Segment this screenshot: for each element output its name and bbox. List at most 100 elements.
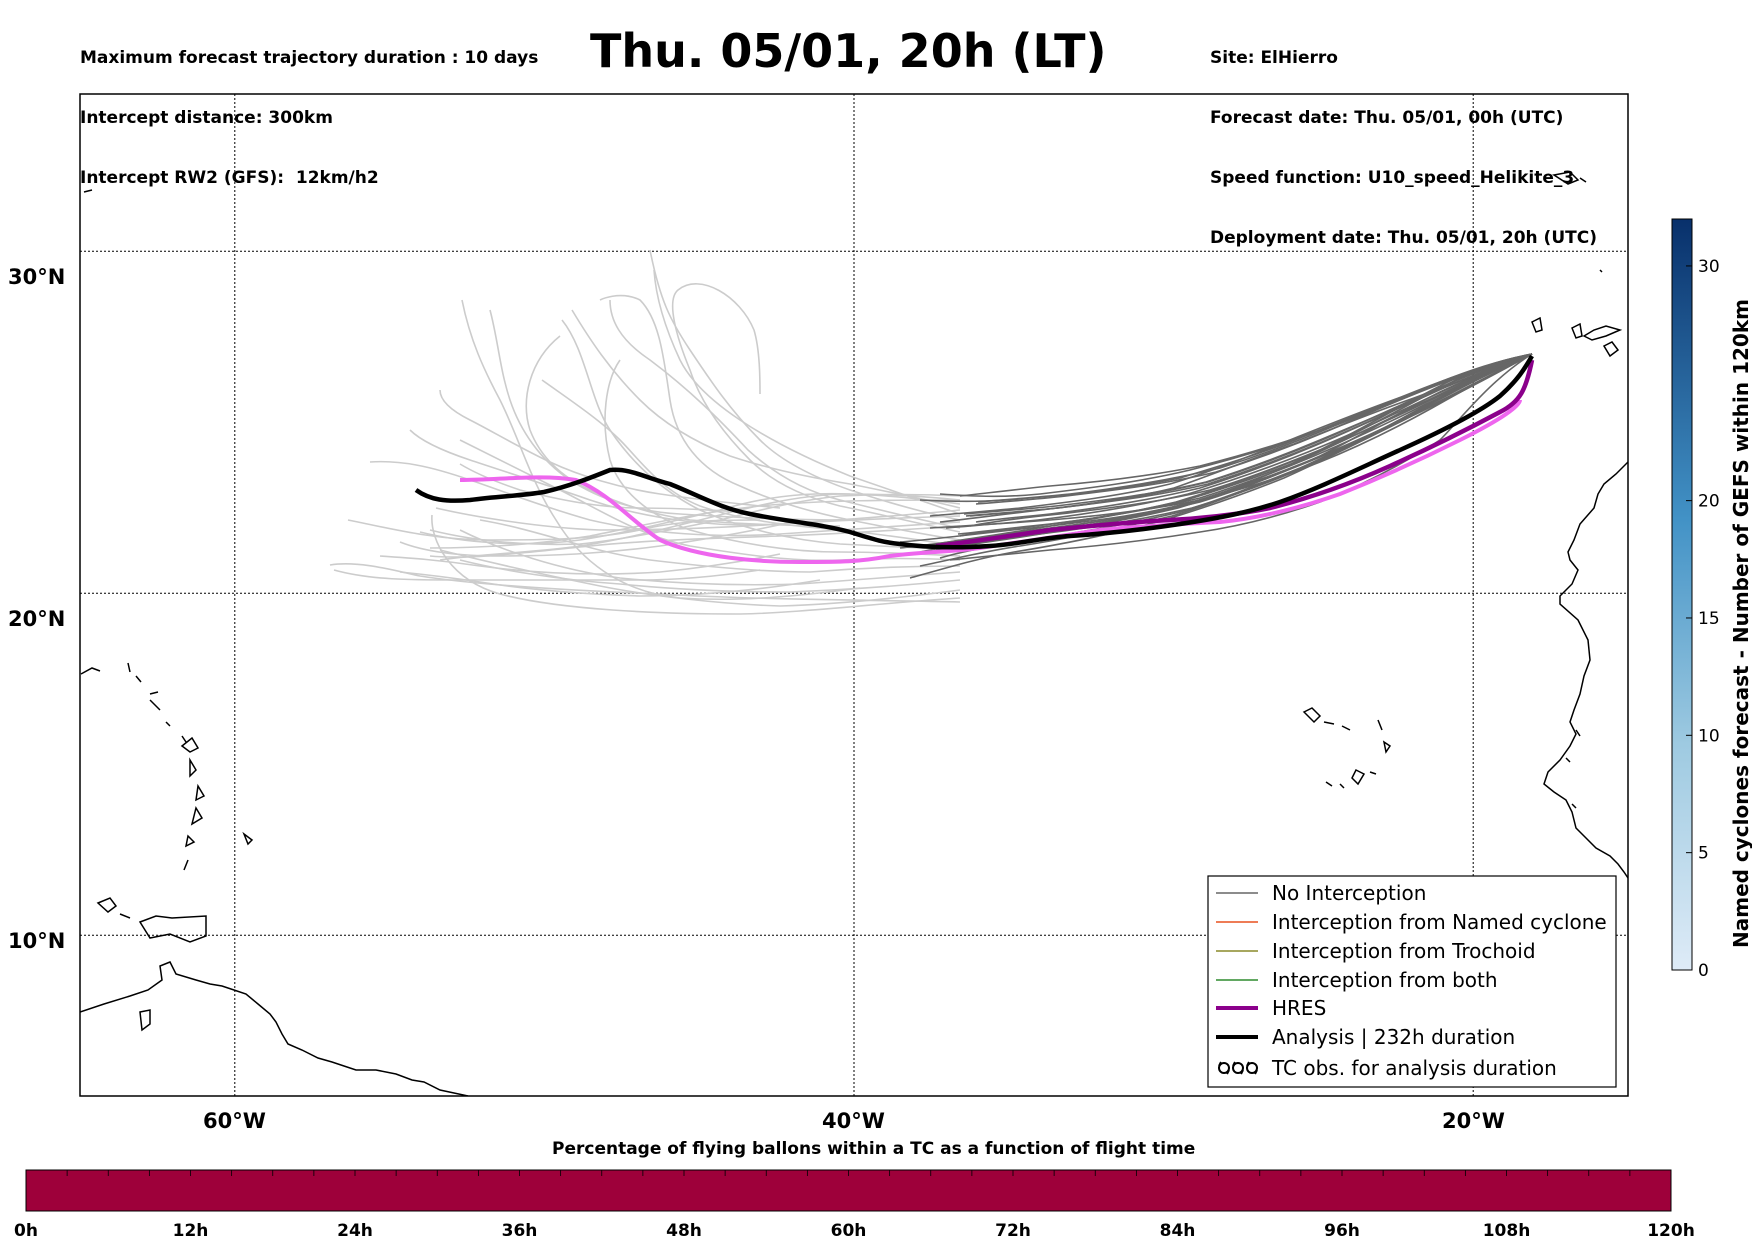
header-left: Maximum forecast trajectory duration : 1… bbox=[80, 8, 538, 208]
coastlines bbox=[80, 171, 1628, 1096]
colorbar-title: Named cyclones forecast - Number of GEFS… bbox=[1729, 299, 1752, 948]
colorbar-tick-label: 30 bbox=[1698, 257, 1720, 277]
track-dark-24 bbox=[977, 353, 1533, 503]
track-light-4 bbox=[459, 559, 961, 593]
percentage-bar-tick-label: 12h bbox=[173, 1221, 209, 1241]
track-dark-5 bbox=[919, 353, 1533, 567]
analysis-track bbox=[414, 354, 1534, 550]
coastline-madeira bbox=[1552, 171, 1587, 185]
colorbar-tick-label: 20 bbox=[1698, 492, 1720, 512]
header-right: Site: ElHierro Forecast date: Thu. 05/01… bbox=[1210, 8, 1597, 268]
lat-label-10n: 10°N bbox=[8, 929, 65, 953]
track-dark-12 bbox=[929, 353, 1533, 529]
track-light-33 bbox=[333, 569, 761, 581]
coastline-south-america bbox=[80, 961, 469, 1096]
percentage-bar-tick-label: 60h bbox=[831, 1221, 867, 1241]
legend-label-trochoid: Interception from Trochoid bbox=[1272, 939, 1536, 963]
track-dark-15 bbox=[949, 353, 1533, 561]
track-light-24 bbox=[429, 525, 961, 558]
percentage-bar-title: Percentage of flying ballons within a TC… bbox=[552, 1139, 1195, 1159]
track-light-16 bbox=[571, 309, 961, 509]
colorbar: 0 5 10 15 20 30 Named cyclones forecast - Num… bbox=[1671, 218, 1752, 981]
track-light-29 bbox=[461, 299, 861, 601]
percentage-bar-tick-label: 72h bbox=[995, 1221, 1031, 1241]
track-light-14 bbox=[649, 249, 961, 521]
track-light-34 bbox=[399, 571, 821, 597]
track-light-20 bbox=[429, 499, 961, 549]
header-right-line-1: Site: ElHierro bbox=[1210, 48, 1338, 68]
track-light-8 bbox=[604, 359, 961, 557]
track-light-10 bbox=[541, 379, 961, 547]
tc-obs-symbol-icon bbox=[1218, 1061, 1258, 1075]
header-left-line-1: Maximum forecast trajectory duration : 1… bbox=[80, 48, 539, 68]
percentage-bar: Percentage of flying ballons within a TC… bbox=[14, 1139, 1695, 1241]
colorbar-gradient bbox=[1671, 218, 1693, 971]
colorbar-tick-label: 15 bbox=[1698, 609, 1720, 629]
track-light-5 bbox=[459, 529, 961, 586]
lon-label-40w: 40°W bbox=[822, 1109, 885, 1133]
track-dark-20 bbox=[957, 353, 1533, 535]
percentage-bar-tick-label: 48h bbox=[666, 1221, 702, 1241]
legend: No Interception Interception from Named … bbox=[1207, 875, 1617, 1088]
legend-label-tc-obs: TC obs. for analysis duration bbox=[1271, 1056, 1557, 1080]
legend-label-both: Interception from both bbox=[1272, 968, 1498, 992]
percentage-bar-ticks: 0h 12h 24h 36h 48h 60h 72h 84h 96h 108h 120h bbox=[14, 1170, 1695, 1241]
legend-label-hres: HRES bbox=[1272, 996, 1326, 1020]
legend-label-named-cyclone: Interception from Named cyclone bbox=[1272, 910, 1607, 934]
track-dark-18 bbox=[935, 353, 1533, 545]
lat-label-30n: 30°N bbox=[8, 265, 65, 289]
track-dark-27 bbox=[965, 353, 1533, 517]
header-right-line-3: Speed function: U10_speed_Helikite_3 bbox=[1210, 168, 1575, 188]
colorbar-tick-label: 10 bbox=[1698, 726, 1720, 746]
trajectories bbox=[329, 249, 1535, 615]
track-light-31 bbox=[525, 335, 841, 527]
ensemble-light-tracks bbox=[329, 249, 961, 615]
map-frame bbox=[79, 93, 1629, 1097]
coastline-africa-islands bbox=[1565, 269, 1603, 809]
coastline-caribbean-3 bbox=[83, 189, 207, 943]
hres-track-east bbox=[935, 359, 1535, 549]
colorbar-ticks: 0 5 10 15 20 30 bbox=[1686, 257, 1720, 981]
track-light-3 bbox=[439, 549, 961, 607]
legend-box bbox=[1207, 875, 1617, 1088]
percentage-bar-tick-label: 0h bbox=[14, 1221, 38, 1241]
percentage-bar-tick-label: 36h bbox=[502, 1221, 538, 1241]
map-area: 30°N 20°N 10°N 60°W 40°W 20°W bbox=[8, 93, 1629, 1133]
percentage-bar-tick-label: 108h bbox=[1483, 1221, 1531, 1241]
header-right-line-4: Deployment date: Thu. 05/01, 20h (UTC) bbox=[1210, 228, 1597, 248]
colorbar-tick-label: 0 bbox=[1698, 961, 1709, 981]
legend-label-no-interception: No Interception bbox=[1272, 881, 1426, 905]
coastline-canary-islands bbox=[1531, 316, 1623, 358]
track-light-13 bbox=[609, 299, 961, 529]
lat-label-20n: 20°N bbox=[8, 607, 65, 631]
coastline-west-africa bbox=[1543, 461, 1628, 879]
coastline-trinidad bbox=[139, 1009, 151, 1032]
percentage-bar-fill bbox=[25, 1169, 1672, 1212]
track-light-30 bbox=[489, 309, 851, 521]
track-light-28 bbox=[439, 389, 781, 509]
percentage-bar-tick-label: 84h bbox=[1160, 1221, 1196, 1241]
coastline-cape-verde bbox=[1302, 707, 1392, 789]
track-light-15 bbox=[653, 269, 961, 515]
percentage-bar-tick-label: 24h bbox=[337, 1221, 373, 1241]
header-left-line-3: Intercept RW2 (GFS): 12km/h2 bbox=[80, 168, 379, 188]
track-dark-11 bbox=[959, 353, 1533, 497]
coastline-caribbean-1 bbox=[80, 662, 200, 753]
header-left-line-2: Intercept distance: 300km bbox=[80, 108, 333, 128]
track-light-25 bbox=[347, 519, 761, 541]
track-light-12 bbox=[671, 283, 961, 533]
percentage-bar-tick-label: 120h bbox=[1647, 1221, 1695, 1241]
coastline-caribbean-2 bbox=[183, 757, 254, 871]
colorbar-tick-label: 5 bbox=[1698, 844, 1709, 864]
header-right-line-2: Forecast date: Thu. 05/01, 00h (UTC) bbox=[1210, 108, 1564, 128]
track-dark-25 bbox=[945, 353, 1533, 529]
lon-label-20w: 20°W bbox=[1442, 1109, 1505, 1133]
track-light-21 bbox=[435, 507, 961, 531]
track-light-2 bbox=[431, 514, 961, 615]
percentage-bar-tick-label: 96h bbox=[1324, 1221, 1360, 1241]
track-light-32 bbox=[379, 553, 781, 575]
lon-label-60w: 60°W bbox=[203, 1109, 266, 1133]
legend-label-analysis: Analysis | 232h duration bbox=[1272, 1025, 1515, 1049]
page-title: Thu. 05/01, 20h (LT) bbox=[590, 24, 1107, 78]
